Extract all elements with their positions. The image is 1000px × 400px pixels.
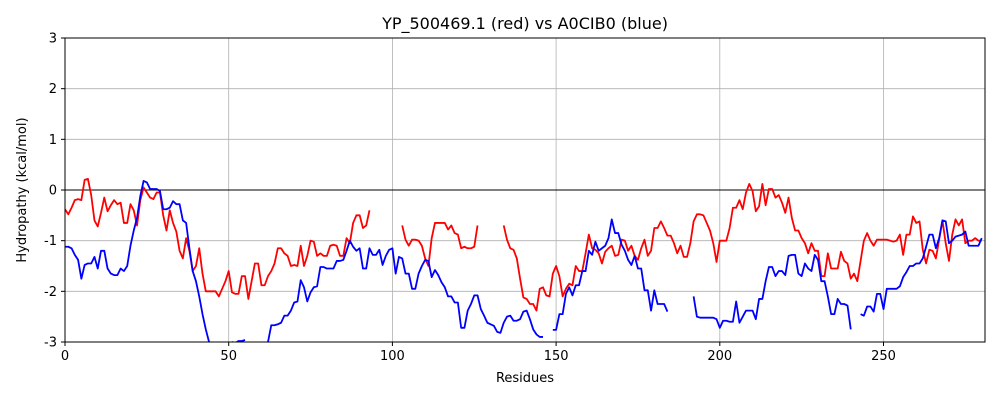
series-line-blue — [860, 219, 983, 317]
x-tick-label: 150 — [544, 349, 569, 364]
series-line-blue — [231, 339, 246, 342]
y-tick-label: -3 — [44, 336, 57, 351]
x-tick-label: 0 — [61, 349, 69, 364]
y-tick-label: 2 — [49, 82, 57, 97]
plot-area: 0 50 100 150 200 250 -3 -2 -1 0 1 2 3 — [44, 32, 986, 364]
x-tick-label: 250 — [871, 349, 896, 364]
x-axis-title: Residues — [496, 371, 554, 386]
series-line-red — [502, 183, 982, 312]
y-tick-label: -1 — [44, 234, 57, 249]
chart-title: YP_500469.1 (red) vs A0CIB0 (blue) — [381, 14, 668, 34]
series-line-red — [401, 222, 479, 267]
series-line-blue — [65, 179, 210, 342]
series-line-blue — [692, 253, 852, 330]
x-tick-label: 50 — [220, 349, 237, 364]
y-tick-label: 1 — [49, 133, 57, 148]
series-group — [65, 177, 983, 342]
series-line-blue — [552, 218, 669, 331]
series-line-blue — [267, 239, 544, 342]
y-tick-label: 0 — [49, 184, 57, 199]
y-tick-label: 3 — [49, 32, 57, 47]
x-tick-label: 200 — [707, 349, 732, 364]
y-tick-label: -2 — [44, 285, 57, 300]
x-tick-label: 100 — [380, 349, 405, 364]
series-line-red — [65, 177, 371, 300]
y-axis-title: Hydropathy (kcal/mol) — [15, 117, 30, 262]
